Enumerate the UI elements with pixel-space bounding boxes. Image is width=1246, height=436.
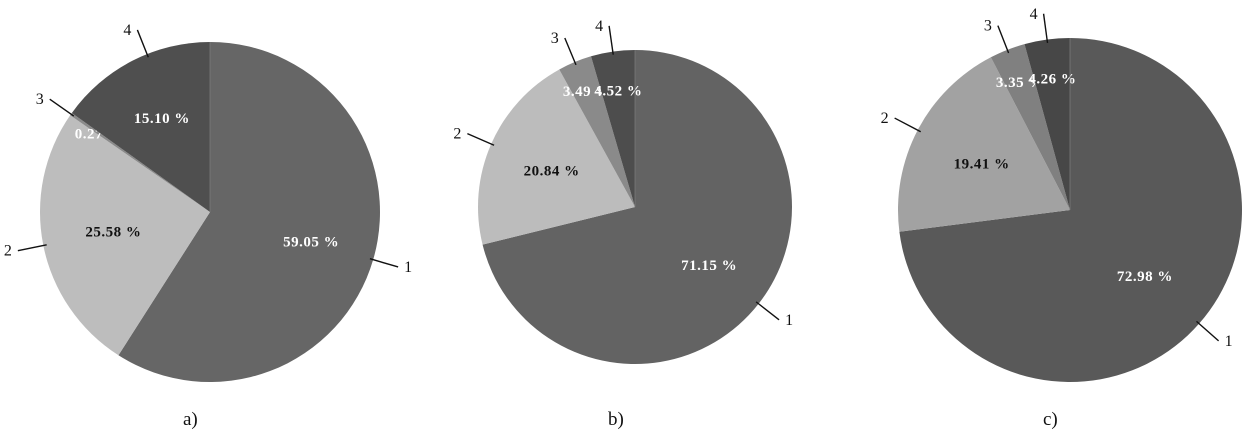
pie-2-slice-4 — [591, 50, 635, 207]
pie-1-leader-line-2 — [17, 244, 47, 252]
pie-3-category-label-2: 2 — [881, 110, 889, 127]
pie-1-category-label-4: 4 — [123, 22, 131, 39]
pie-1-caption: a) — [183, 409, 198, 430]
pie-3-category-label-3: 3 — [984, 18, 992, 35]
pie-2-leader-line-1 — [755, 301, 780, 321]
pie-2-caption: b) — [608, 409, 624, 430]
pie-1-slice-4 — [71, 42, 210, 212]
pie-1-slice-1 — [118, 42, 381, 382]
pie-1-slice-2 — [39, 115, 211, 356]
pie-1-category-label-3: 3 — [36, 91, 44, 108]
pie-2-value-label-4: 4.52 % — [594, 83, 642, 99]
pie-3-slice-4 — [1024, 38, 1070, 210]
pie-2-leader-line-4 — [608, 25, 614, 55]
pie-1-category-label-2: 2 — [4, 243, 12, 260]
pie-1-slice-3 — [70, 112, 210, 212]
pie-3-value-label-3: 3.35 % — [996, 75, 1044, 91]
pie-3-slice-3 — [990, 44, 1070, 211]
pie-3-leader-line-1 — [1196, 320, 1220, 342]
pie-chart-3: 72.98 % 1 19.41 % 2 3.35 % 3 4.26 % 4 c) — [881, 6, 1242, 430]
pie-3-category-label-4: 4 — [1030, 6, 1038, 23]
pie-2-slice-2 — [478, 69, 635, 245]
pie-2-value-label-1: 71.15 % — [681, 258, 737, 274]
pie-2-slice-1 — [482, 50, 793, 365]
pie-3-slice-2 — [898, 57, 1070, 232]
pie-3-value-label-2: 19.41 % — [954, 157, 1010, 173]
pie-3-leader-line-2 — [894, 117, 922, 133]
pie-1-leader-line-4 — [136, 29, 149, 58]
pie-2-category-label-3: 3 — [551, 30, 559, 47]
pie-2-category-label-1: 1 — [785, 312, 793, 329]
pie-2-leader-line-3 — [564, 37, 577, 66]
pie-1-category-label-1: 1 — [404, 259, 412, 276]
pie-2-leader-line-2 — [467, 132, 495, 146]
pie-1-value-label-4: 15.10 % — [134, 111, 190, 127]
pie-chart-1: 59.05 %125.58 %20.27 %315.10 %4a) — [4, 22, 412, 430]
pie-3-slice-1 — [899, 38, 1242, 382]
pie-3-caption: c) — [1043, 409, 1058, 430]
pie-1-value-label-1: 59.05 % — [283, 235, 339, 251]
pie-3-value-label-1: 72.98 % — [1117, 269, 1173, 285]
pie-1-leader-line-3 — [49, 98, 75, 117]
pie-2-value-label-2: 20.84 % — [524, 163, 580, 179]
pie-2-value-label-3: 3.49 % — [563, 84, 611, 100]
pie-2-slice-3 — [559, 56, 635, 207]
pie-3-leader-line-3 — [997, 25, 1010, 54]
pie-2-category-label-4: 4 — [595, 18, 603, 35]
pie-chart-2: 71.15 % 1 20.84 % 2 3.49 % 3 4.52 % 4 b) — [453, 18, 793, 430]
pie-2-category-label-2: 2 — [453, 126, 461, 143]
pie-3-leader-line-4 — [1042, 13, 1049, 44]
pie-3-category-label-1: 1 — [1225, 333, 1233, 350]
pie-3-value-label-4: 4.26 % — [1028, 72, 1076, 88]
pie-1-leader-line-1 — [369, 258, 399, 268]
pie-1-value-label-2: 25.58 % — [85, 224, 141, 240]
